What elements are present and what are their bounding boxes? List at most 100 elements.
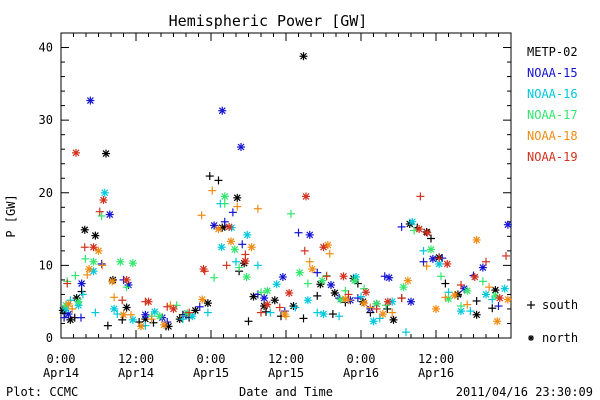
point-metp-02-north [122, 303, 131, 312]
legend-entry: NOAA-17 [527, 108, 578, 122]
footer-timestamp: 2011/04/16 23:30:09 [456, 385, 593, 399]
point-noaa-19-north [144, 297, 153, 306]
point-metp-02-south [488, 304, 497, 313]
point-noaa-19-south [372, 304, 381, 313]
point-noaa-19-south [163, 302, 172, 311]
point-noaa-17-north [74, 297, 83, 306]
point-noaa-16-south [78, 290, 87, 299]
point-noaa-18-north [160, 320, 169, 329]
legend-label-north: north [542, 331, 578, 345]
point-noaa-19-north [415, 225, 424, 234]
point-noaa-16-south [253, 261, 262, 270]
point-noaa-16-south [232, 257, 240, 266]
point-noaa-15-north [237, 143, 245, 152]
point-noaa-19-south [185, 308, 194, 317]
point-noaa-15-north [86, 96, 95, 105]
point-noaa-19-south [322, 272, 331, 281]
point-noaa-19-north [362, 288, 370, 297]
point-noaa-19-north [470, 273, 479, 281]
point-noaa-19-north [383, 297, 392, 306]
point-noaa-15-south [419, 257, 428, 266]
point-noaa-16-north [482, 290, 490, 299]
point-metp-02-north [299, 52, 308, 61]
point-noaa-18-south [463, 300, 472, 309]
point-metp-02-north [233, 193, 242, 202]
point-noaa-15-north [278, 273, 287, 281]
point-noaa-19-south [118, 296, 127, 305]
x-tick-label-date: Apr14 [43, 366, 79, 380]
point-noaa-18-north [493, 317, 502, 326]
point-metp-02-south [118, 315, 127, 324]
point-noaa-16-north [272, 280, 281, 289]
point-noaa-17-north [220, 192, 229, 201]
point-noaa-16-north [319, 310, 328, 319]
point-noaa-18-north [227, 237, 235, 246]
legend-entry: METP-02 [527, 45, 578, 59]
point-noaa-18-south [98, 261, 107, 270]
x-tick-label-time: 12:00 [418, 352, 454, 366]
point-noaa-18-north [119, 310, 128, 319]
point-metp-02-north [191, 306, 200, 315]
point-metp-02-south [205, 172, 214, 181]
point-metp-02-south [383, 304, 392, 313]
point-noaa-18-south [485, 283, 494, 292]
x-tick-label-time: 12:00 [118, 352, 154, 366]
point-noaa-17-south [122, 283, 131, 292]
point-metp-02-north [472, 310, 481, 319]
point-noaa-18-south [147, 315, 156, 324]
point-noaa-16-north [100, 188, 109, 197]
point-noaa-15-south [60, 313, 69, 322]
point-noaa-18-south [233, 202, 242, 211]
point-noaa-15-north [385, 273, 394, 282]
legend-marker-north [528, 335, 534, 341]
point-noaa-16-south [466, 307, 475, 316]
point-noaa-15-south [494, 302, 503, 311]
point-noaa-16-north [369, 317, 378, 326]
point-noaa-16-south [203, 308, 212, 317]
point-noaa-17-north [295, 268, 304, 277]
point-noaa-19-south [95, 207, 104, 216]
point-metp-02-south [103, 321, 112, 330]
point-noaa-15-north [503, 220, 512, 229]
data-points [58, 52, 512, 337]
point-noaa-15-north [305, 230, 314, 239]
point-noaa-17-north [242, 273, 251, 281]
point-noaa-18-north [85, 265, 94, 274]
point-noaa-16-south [66, 296, 75, 305]
point-metp-02-north [249, 292, 258, 301]
point-noaa-15-south [220, 217, 229, 226]
point-noaa-15-north [260, 294, 269, 303]
point-noaa-18-south [208, 186, 217, 195]
point-noaa-19-south [80, 243, 89, 252]
point-noaa-17-south [220, 199, 229, 208]
point-noaa-18-north [247, 243, 256, 252]
point-noaa-18-south [388, 308, 397, 317]
point-noaa-15-north [105, 210, 114, 219]
point-noaa-17-north [263, 286, 272, 295]
point-noaa-19-north [169, 304, 178, 313]
point-noaa-19-south [435, 254, 444, 263]
point-noaa-18-north [378, 310, 387, 319]
x-tick-label-time: 0:00 [47, 352, 76, 366]
point-metp-02-south [441, 279, 450, 288]
point-metp-02-north [66, 315, 75, 324]
x-tick-label-date: Apr15 [268, 366, 304, 380]
point-noaa-19-north [285, 288, 294, 297]
point-noaa-18-north [472, 235, 481, 244]
point-noaa-19-north [122, 275, 131, 284]
chart-title: Hemispheric Power [GW] [169, 12, 368, 30]
point-noaa-17-south [235, 263, 244, 272]
plot-frame [60, 32, 512, 339]
point-noaa-17-north [399, 283, 408, 292]
x-tick-label-date: Apr15 [193, 366, 229, 380]
point-noaa-19-north [495, 294, 504, 303]
point-noaa-19-south [344, 290, 353, 299]
point-noaa-17-north [427, 245, 435, 254]
point-noaa-18-south [441, 293, 450, 302]
y-tick-label: 40 [39, 41, 53, 55]
point-noaa-15-south [195, 302, 204, 311]
point-noaa-17-south [303, 279, 312, 288]
point-noaa-19-south [502, 251, 510, 260]
point-noaa-17-north [89, 257, 98, 266]
